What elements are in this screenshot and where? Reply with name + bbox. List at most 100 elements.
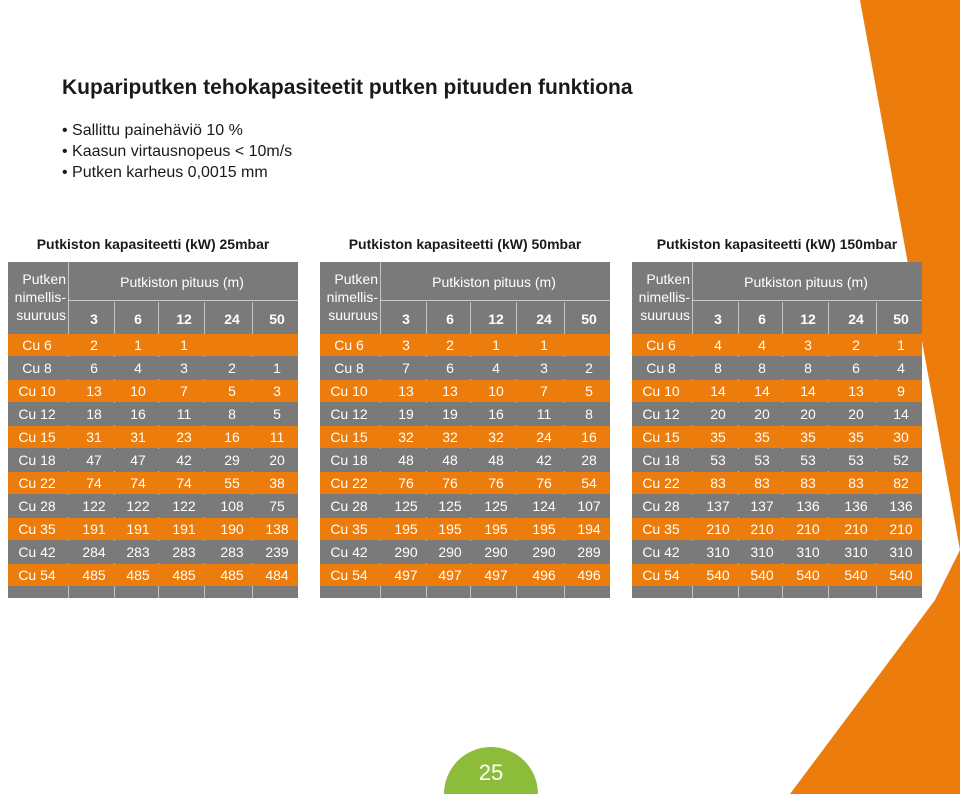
size-column-header-line: Putken xyxy=(22,271,66,287)
length-header-cell: 3 xyxy=(402,311,410,327)
capacity-cell: 11 xyxy=(176,406,192,422)
table-row: Cu 28 125 125 125 124 107 xyxy=(320,495,610,517)
table-row: Cu 22 83 83 83 83 82 xyxy=(632,472,922,494)
length-column-header: Putkiston pituus (m) xyxy=(432,274,556,290)
pipe-size-cell: Cu 35 xyxy=(330,521,368,537)
capacity-cell: 2 xyxy=(446,337,454,353)
capacity-cell: 75 xyxy=(269,498,285,514)
pipe-size-cell: Cu 10 xyxy=(642,383,680,399)
length-header-cell: 24 xyxy=(848,311,864,327)
size-column-header-line: nimellis- xyxy=(326,289,378,305)
capacity-cell: 3 xyxy=(402,337,410,353)
size-column-header-line: suuruus xyxy=(16,307,66,323)
capacity-cell: 4 xyxy=(714,337,722,353)
table-row: Cu 12 20 20 20 20 14 xyxy=(632,403,922,425)
pipe-size-cell: Cu 42 xyxy=(18,544,56,560)
capacity-cell: 1 xyxy=(540,337,548,353)
capacity-cell: 210 xyxy=(796,521,820,537)
capacity-cell: 48 xyxy=(488,452,504,468)
length-header-cell: 50 xyxy=(893,311,909,327)
capacity-cell: 35 xyxy=(754,429,770,445)
capacity-cell: 47 xyxy=(130,452,146,468)
pipe-size-cell: Cu 8 xyxy=(334,360,364,376)
table-row: Cu 35 195 195 195 195 194 xyxy=(320,518,610,540)
capacity-cell: 19 xyxy=(398,406,414,422)
capacity-cell: 7 xyxy=(402,360,410,376)
capacity-cell: 1 xyxy=(180,337,188,353)
capacity-cell: 124 xyxy=(532,498,556,514)
capacity-cell: 138 xyxy=(265,521,289,537)
capacity-cell: 4 xyxy=(758,337,766,353)
capacity-cell: 5 xyxy=(273,406,281,422)
capacity-cell: 28 xyxy=(581,452,597,468)
capacity-cell: 1 xyxy=(273,360,281,376)
capacity-cell: 8 xyxy=(714,360,722,376)
size-column-header-line: Putken xyxy=(646,271,690,287)
table-row: Cu 42 284 283 283 283 239 xyxy=(8,541,298,563)
capacity-cell: 125 xyxy=(484,498,508,514)
capacity-cell: 210 xyxy=(844,521,868,537)
pipe-size-cell: Cu 15 xyxy=(18,429,56,445)
length-column-header: Putkiston pituus (m) xyxy=(120,274,244,290)
capacity-cell: 48 xyxy=(442,452,458,468)
length-header-cell: 6 xyxy=(134,311,142,327)
pipe-size-cell: Cu 8 xyxy=(646,360,676,376)
table-row: Cu 15 35 35 35 35 30 xyxy=(632,426,922,448)
capacity-cell: 136 xyxy=(844,498,868,514)
table-row: Cu 8 8 8 8 6 4 xyxy=(632,357,922,379)
pipe-size-cell: Cu 22 xyxy=(330,475,368,491)
capacity-cell: 14 xyxy=(710,383,726,399)
capacity-cell: 283 xyxy=(126,544,150,560)
capacity-cell: 497 xyxy=(394,567,418,583)
capacity-cell: 13 xyxy=(86,383,102,399)
capacity-cell: 14 xyxy=(754,383,770,399)
capacity-cell: 6 xyxy=(852,360,860,376)
table-row: Cu 42 310 310 310 310 310 xyxy=(632,541,922,563)
capacity-cell: 195 xyxy=(532,521,556,537)
capacity-cell: 83 xyxy=(800,475,816,491)
capacity-cell: 1 xyxy=(897,337,905,353)
capacity-cell: 8 xyxy=(585,406,593,422)
capacity-cell: 540 xyxy=(889,567,913,583)
capacity-cell: 35 xyxy=(848,429,864,445)
capacity-cell: 283 xyxy=(220,544,244,560)
capacity-cell: 35 xyxy=(800,429,816,445)
capacity-cell: 13 xyxy=(398,383,414,399)
capacity-cell: 9 xyxy=(897,383,905,399)
capacity-cell: 239 xyxy=(265,544,289,560)
pipe-size-cell: Cu 18 xyxy=(18,452,56,468)
capacity-cell: 190 xyxy=(220,521,244,537)
table-row: Cu 18 47 47 42 29 20 xyxy=(8,449,298,471)
table-row: Cu 8 7 6 4 3 2 xyxy=(320,357,610,379)
bullet-item: Sallittu painehäviö 10 % xyxy=(62,120,292,141)
capacity-cell: 485 xyxy=(82,567,106,583)
size-column-header-line: nimellis- xyxy=(638,289,690,305)
table-row: Cu 42 290 290 290 290 289 xyxy=(320,541,610,563)
table-title: Putkiston kapasiteetti (kW) 25mbar xyxy=(36,236,270,252)
capacity-cell: 13 xyxy=(442,383,458,399)
capacity-cell: 2 xyxy=(228,360,236,376)
capacity-cell: 52 xyxy=(893,452,909,468)
capacity-cell: 32 xyxy=(442,429,458,445)
capacity-cell: 8 xyxy=(228,406,236,422)
capacity-cell: 5 xyxy=(228,383,236,399)
capacity-cell: 83 xyxy=(754,475,770,491)
length-header-cell: 12 xyxy=(176,311,192,327)
capacity-cell: 2 xyxy=(852,337,860,353)
capacity-cell: 122 xyxy=(172,498,196,514)
capacity-cell: 1 xyxy=(492,337,500,353)
capacity-cell: 195 xyxy=(484,521,508,537)
table-row: Cu 28 122 122 122 108 75 xyxy=(8,495,298,517)
capacity-cell: 540 xyxy=(844,567,868,583)
capacity-cell: 4 xyxy=(492,360,500,376)
capacity-cell: 74 xyxy=(130,475,146,491)
capacity-cell: 20 xyxy=(710,406,726,422)
capacity-cell: 74 xyxy=(86,475,102,491)
capacity-table: Putken nimellis-suuruus Putkiston pituus (… xyxy=(320,262,610,598)
table-row: Cu 15 31 31 23 16 11 xyxy=(8,426,298,448)
capacity-cell: 30 xyxy=(893,429,909,445)
capacity-cell: 76 xyxy=(488,475,504,491)
capacity-cell: 20 xyxy=(754,406,770,422)
pipe-size-cell: Cu 35 xyxy=(642,521,680,537)
